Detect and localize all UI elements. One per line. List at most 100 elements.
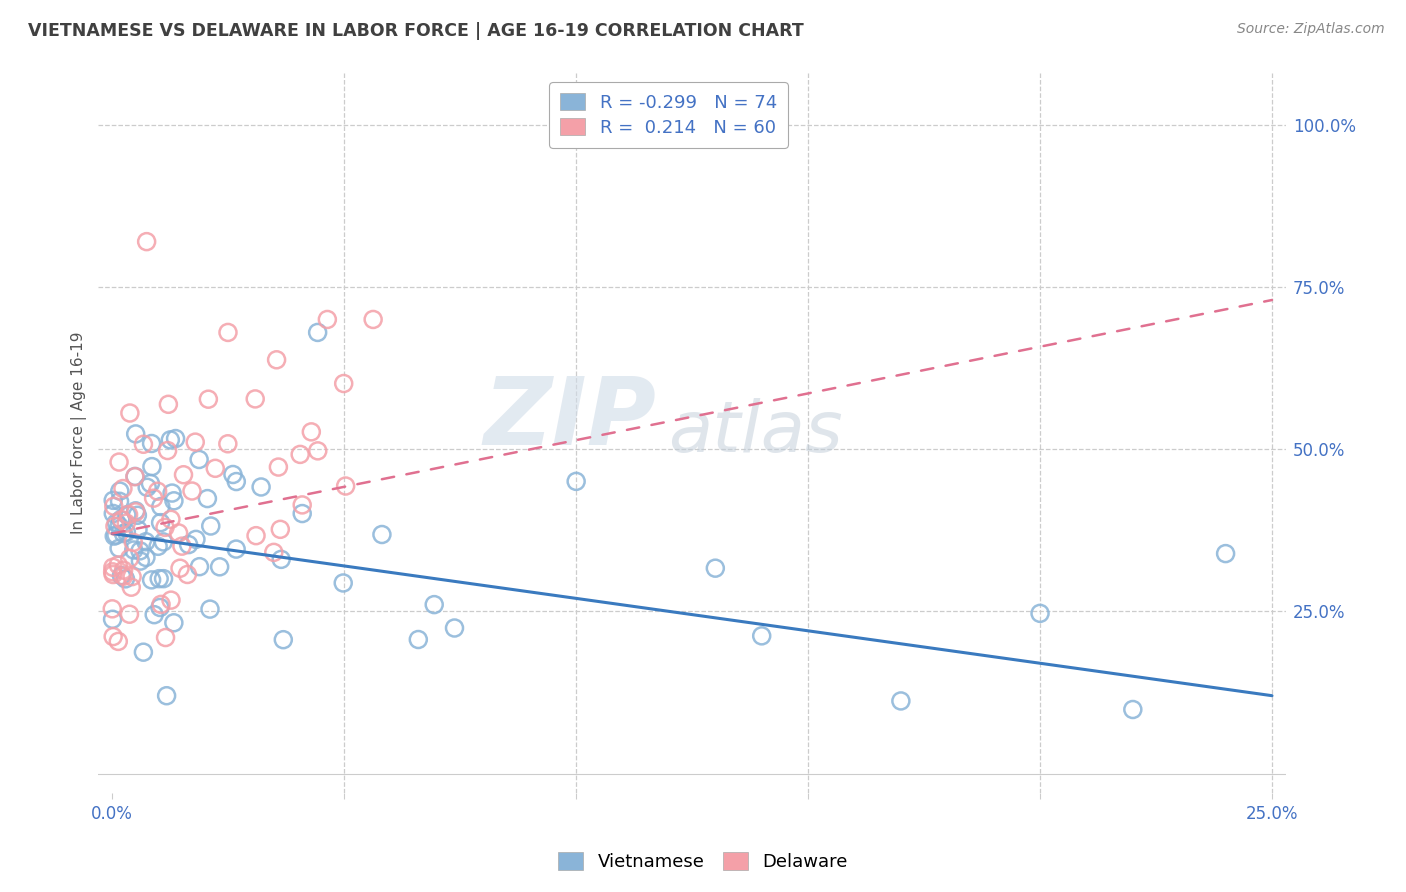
Point: [160, 512, 183, 526]
Point: [361, 312, 384, 326]
Point: [135, 534, 157, 549]
Point: [565, 475, 588, 489]
Point: [307, 443, 329, 458]
Point: [141, 573, 163, 587]
Point: [125, 426, 148, 441]
Point: [291, 507, 314, 521]
Point: [263, 545, 285, 559]
Point: [184, 533, 207, 547]
Point: [163, 493, 186, 508]
Legend: Vietnamese, Delaware: Vietnamese, Delaware: [551, 846, 855, 879]
Point: [111, 482, 134, 496]
Point: [101, 565, 124, 579]
Point: [101, 630, 124, 644]
Point: [112, 526, 135, 541]
Point: [118, 551, 141, 566]
Point: [159, 433, 181, 447]
Point: [217, 326, 239, 340]
Point: [443, 621, 465, 635]
Point: [184, 435, 207, 450]
Point: [142, 491, 165, 505]
Point: [120, 580, 142, 594]
Point: [160, 593, 183, 607]
Point: [127, 523, 149, 537]
Point: [103, 529, 125, 543]
Point: [103, 500, 125, 514]
Point: [124, 504, 146, 518]
Point: [225, 542, 247, 557]
Point: [704, 561, 727, 575]
Point: [890, 694, 912, 708]
Point: [141, 459, 163, 474]
Point: [197, 491, 219, 506]
Point: [132, 645, 155, 659]
Point: [108, 484, 131, 499]
Point: [197, 392, 219, 407]
Point: [122, 543, 145, 558]
Point: [105, 516, 128, 530]
Point: [188, 452, 211, 467]
Point: [101, 612, 124, 626]
Point: [152, 572, 174, 586]
Point: [105, 528, 128, 542]
Point: [124, 469, 146, 483]
Point: [108, 519, 131, 533]
Point: [135, 550, 157, 565]
Point: [198, 602, 221, 616]
Point: [118, 406, 141, 420]
Point: [115, 525, 138, 540]
Point: [111, 513, 134, 527]
Point: [1122, 702, 1144, 716]
Point: [122, 535, 145, 549]
Point: [115, 508, 138, 522]
Point: [155, 631, 177, 645]
Point: [108, 541, 131, 556]
Point: [112, 563, 135, 577]
Point: [245, 392, 267, 406]
Y-axis label: In Labor Force | Age 16-19: In Labor Force | Age 16-19: [72, 332, 87, 534]
Point: [135, 235, 157, 249]
Point: [107, 634, 129, 648]
Point: [307, 326, 329, 340]
Point: [103, 493, 125, 508]
Point: [129, 554, 152, 568]
Point: [173, 467, 195, 482]
Point: [288, 447, 311, 461]
Point: [1215, 547, 1237, 561]
Point: [332, 576, 354, 591]
Point: [225, 475, 247, 489]
Point: [269, 522, 291, 536]
Point: [208, 559, 231, 574]
Text: VIETNAMESE VS DELAWARE IN LABOR FORCE | AGE 16-19 CORRELATION CHART: VIETNAMESE VS DELAWARE IN LABOR FORCE | …: [28, 22, 804, 40]
Point: [176, 567, 198, 582]
Text: atlas: atlas: [668, 399, 844, 467]
Point: [121, 569, 143, 583]
Point: [751, 629, 773, 643]
Point: [170, 539, 193, 553]
Point: [153, 520, 176, 534]
Point: [204, 461, 226, 475]
Point: [181, 483, 204, 498]
Text: Source: ZipAtlas.com: Source: ZipAtlas.com: [1237, 22, 1385, 37]
Point: [129, 544, 152, 558]
Point: [149, 500, 172, 514]
Point: [163, 615, 186, 630]
Point: [115, 516, 138, 530]
Point: [103, 507, 125, 521]
Point: [157, 397, 180, 411]
Point: [1029, 607, 1052, 621]
Point: [150, 598, 173, 612]
Point: [101, 560, 124, 574]
Point: [148, 572, 170, 586]
Point: [160, 486, 183, 500]
Point: [408, 632, 430, 647]
Point: [139, 476, 162, 491]
Point: [222, 467, 245, 482]
Point: [108, 455, 131, 469]
Point: [107, 558, 129, 572]
Point: [332, 376, 354, 391]
Point: [127, 508, 149, 523]
Point: [371, 527, 394, 541]
Point: [245, 529, 267, 543]
Point: [291, 498, 314, 512]
